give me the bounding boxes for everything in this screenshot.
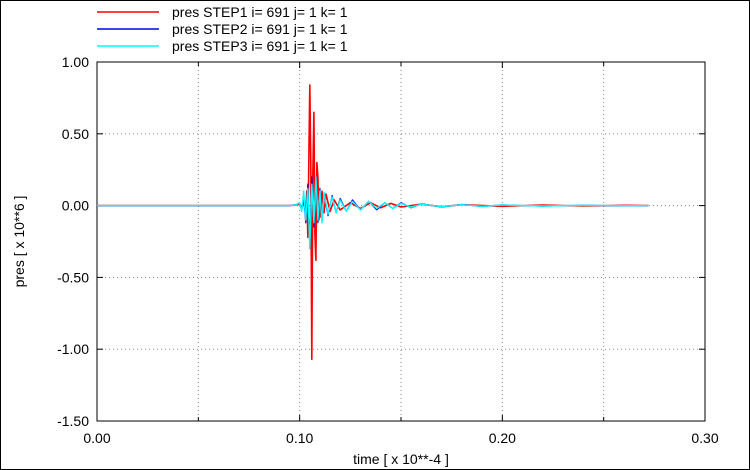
y-axis-label: pres [ x 10**6 ] bbox=[11, 196, 27, 288]
series-lines bbox=[97, 84, 649, 361]
series-line-1 bbox=[97, 84, 649, 361]
plot-area bbox=[96, 61, 706, 422]
legend-label-1: pres STEP1 i= 691 j= 1 k= 1 bbox=[172, 4, 348, 20]
y-tick-label: 0.50 bbox=[62, 126, 89, 142]
y-tick-label: -1.50 bbox=[57, 413, 89, 429]
y-tick-label: -0.50 bbox=[57, 269, 89, 285]
x-tick-label: 0.10 bbox=[286, 430, 313, 446]
y-tick-label: 0.00 bbox=[62, 198, 89, 214]
y-tick-label: -1.00 bbox=[57, 341, 89, 357]
grid bbox=[97, 62, 705, 421]
series-line-3 bbox=[97, 176, 649, 250]
legend-label-3: pres STEP3 i= 691 j= 1 k= 1 bbox=[172, 38, 348, 54]
legend-label-2: pres STEP2 i= 691 j= 1 k= 1 bbox=[172, 21, 348, 37]
axis-ticks: 0.00 0.10 0.20 0.30 -1.50 -1.00 -0.50 0.00 0.50 1… bbox=[57, 54, 719, 446]
series-line-2 bbox=[97, 176, 649, 243]
x-tick-label: 0.30 bbox=[691, 430, 718, 446]
x-tick-label: 0.00 bbox=[83, 430, 110, 446]
x-tick-label: 0.20 bbox=[489, 430, 516, 446]
x-axis-label: time [ x 10**-4 ] bbox=[353, 451, 449, 467]
y-tick-label: 1.00 bbox=[62, 54, 89, 70]
